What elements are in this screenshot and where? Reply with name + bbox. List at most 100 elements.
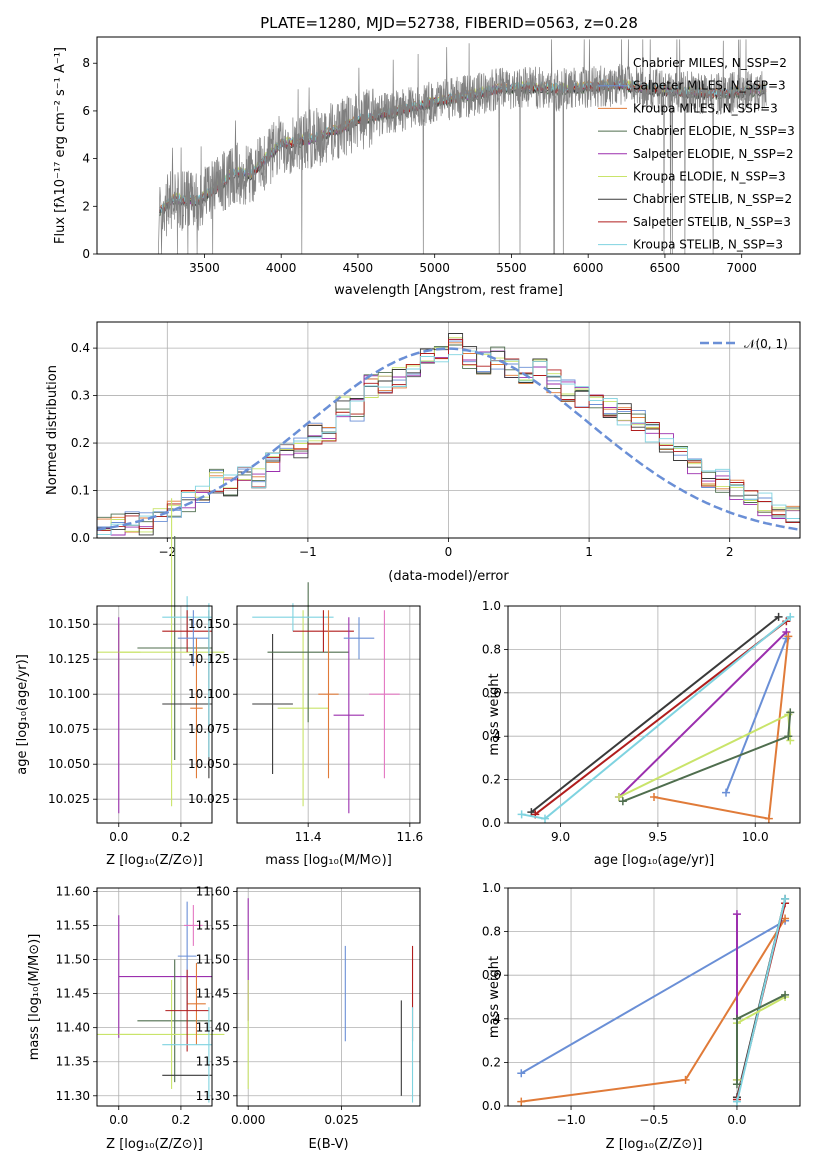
residuals-ytick-label: 0.4 <box>71 341 90 355</box>
massweight_vs_age-ylabel: mass weight <box>487 673 502 755</box>
spectrum-frame <box>96 36 801 255</box>
massweight_vs_Z-marker <box>681 1075 690 1084</box>
massweight_vs_Z-marker <box>732 1097 741 1106</box>
massweight_vs_age-marker <box>784 732 793 741</box>
age_vs_Z-xtick-label: 0.0 <box>109 830 128 844</box>
spectrum-xtick-label: 5000 <box>419 261 450 275</box>
mass_vs_ebv-xlabel: E(B-V) <box>308 1137 348 1152</box>
mass_vs_ebv-ytick-label: 11.55 <box>196 918 230 932</box>
age_vs_Z-xlabel: Z [log₁₀(Z/Z⊙)] <box>106 853 203 868</box>
massweight_vs_Z-ytick-label: 0.8 <box>482 925 501 939</box>
spectrum-legend-label: Kroupa ELODIE, N_SSP=3 <box>633 170 786 184</box>
age_vs_mass-ytick-label: 10.050 <box>188 757 230 771</box>
massweight_vs_Z-ytick-label: 0.4 <box>482 1012 501 1026</box>
massweight_vs_Z-xtick-label: −0.5 <box>639 1113 668 1127</box>
spectrum-ytick-label: 8 <box>82 56 90 70</box>
age_vs_Z-ytick-label: 10.050 <box>48 757 90 771</box>
massweight_vs_age-marker <box>614 792 623 801</box>
massweight_vs_age-marker <box>784 632 793 641</box>
mass_vs_Z-ytick-label: 11.60 <box>56 884 90 898</box>
age_vs_Z-ytick-label: 10.125 <box>48 652 90 666</box>
massweight_vs_age-frame <box>507 605 801 824</box>
massweight_vs_age-marker <box>786 736 795 745</box>
residuals-xtick-label: 0 <box>445 545 453 559</box>
massweight_vs_age-xtick-label: 9.5 <box>648 830 667 844</box>
massweight_vs_age-marker <box>722 788 731 797</box>
gaussian-legend-label: 𝒩(0, 1) <box>744 337 788 351</box>
massweight_vs_age-marker <box>517 810 526 819</box>
spectrum-xtick-label: 7000 <box>726 261 757 275</box>
massweight_vs_age-xlabel: age [log₁₀(age/yr)] <box>594 853 715 868</box>
massweight_vs_age-ytick-label: 0.2 <box>482 773 501 787</box>
massweight_vs_age-series-line <box>618 631 788 798</box>
mass_vs_ebv-ytick-label: 11.60 <box>196 884 230 898</box>
mass_vs_Z-ytick-label: 11.35 <box>56 1055 90 1069</box>
massweight_vs_age-ytick-label: 0.6 <box>482 686 501 700</box>
massweight_vs_age-series-line <box>725 638 788 793</box>
massweight_vs_age-xtick-label: 10.0 <box>742 830 769 844</box>
massweight_vs_Z-marker <box>732 910 741 919</box>
residuals-ytick-label: 0.0 <box>71 531 90 545</box>
massweight_vs_Z-ytick-label: 1.0 <box>482 881 501 895</box>
massweight_vs_Z-ytick-label: 0.0 <box>482 1099 501 1113</box>
massweight_vs_Z-xtick-label: 0.0 <box>727 1113 746 1127</box>
age_vs_mass-ytick-label: 10.150 <box>188 617 230 631</box>
massweight_vs_age-marker <box>618 797 627 806</box>
mass_vs_Z-ytick-label: 11.45 <box>56 987 90 1001</box>
massweight_vs_Z-marker <box>781 990 790 999</box>
mass_vs_Z-ytick-label: 11.40 <box>56 1021 90 1035</box>
massweight_vs_Z-frame <box>507 887 801 1107</box>
spectrum-legend-label: Chabrier ELODIE, N_SSP=3 <box>633 124 795 138</box>
age_vs_mass-frame <box>236 605 421 824</box>
massweight_vs_Z-xtick-label: −1.0 <box>556 1113 585 1127</box>
residuals-xtick-label: 1 <box>585 545 593 559</box>
mass_vs_Z-ytick-label: 11.30 <box>56 1089 90 1103</box>
massweight_vs_age-marker <box>786 612 795 621</box>
mass_vs_Z-ytick-label: 11.55 <box>56 918 90 932</box>
mass_vs_Z-xlabel: Z [log₁₀(Z/Z⊙)] <box>106 1137 203 1152</box>
age_vs_Z-xtick-label: 0.2 <box>171 830 190 844</box>
mass_vs_Z-xtick-label: 0.2 <box>171 1113 190 1127</box>
spectrum-ytick-label: 6 <box>82 104 90 118</box>
residuals-ytick-label: 0.2 <box>71 436 90 450</box>
spectrum-xtick-label: 5500 <box>496 261 527 275</box>
spectrum-ytick-label: 2 <box>82 199 90 213</box>
age_vs_mass-ytick-label: 10.125 <box>188 652 230 666</box>
age_vs_mass-xtick-label: 11.6 <box>396 830 423 844</box>
age_vs_Z-ytick-label: 10.025 <box>48 792 90 806</box>
massweight_vs_age-series-line <box>530 616 780 813</box>
spectrum-legend-label: Chabrier MILES, N_SSP=2 <box>633 56 787 70</box>
massweight_vs_Z-marker <box>781 894 790 903</box>
age_vs_mass-ytick-label: 10.075 <box>188 722 230 736</box>
residuals-histogram <box>97 350 800 536</box>
age_vs_mass-xtick-label: 11.4 <box>295 830 322 844</box>
massweight_vs_Z-ytick-label: 0.6 <box>482 968 501 982</box>
massweight_vs_age-ytick-label: 1.0 <box>482 599 501 613</box>
residuals-frame <box>96 321 801 539</box>
massweight_vs_Z-marker <box>732 1014 741 1023</box>
spectrum-ytick-label: 0 <box>82 247 90 261</box>
massweight_vs_Z-ylabel: mass weight <box>487 956 502 1038</box>
mass_vs_ebv-frame <box>236 887 421 1107</box>
spectrum-legend-label: Kroupa MILES, N_SSP=3 <box>633 101 778 115</box>
massweight_vs_age-marker <box>764 814 773 823</box>
mass_vs_ebv-xtick-label: 0.000 <box>231 1113 265 1127</box>
mass_vs_ebv-ytick-label: 11.50 <box>196 953 230 967</box>
mass_vs_Z-ytick-label: 11.50 <box>56 953 90 967</box>
spectrum-title: PLATE=1280, MJD=52738, FIBERID=0563, z=0… <box>260 14 638 32</box>
massweight_vs_age-ytick-label: 0.4 <box>482 729 501 743</box>
massweight_vs_age-marker <box>774 612 783 621</box>
spectrum-xlabel: wavelength [Angstrom, rest frame] <box>334 283 563 298</box>
spectrum-xtick-label: 4500 <box>343 261 374 275</box>
residuals-xlabel: (data-model)/error <box>388 569 509 584</box>
residuals-xtick-label: 2 <box>726 545 734 559</box>
spectrum-legend-label: Kroupa STELIB, N_SSP=3 <box>633 238 783 252</box>
massweight_vs_Z-marker <box>781 914 790 923</box>
spectrum-data-line <box>158 39 767 254</box>
massweight_vs_age-marker <box>650 792 658 801</box>
residuals-ytick-label: 0.1 <box>71 484 90 498</box>
spectrum-xtick-label: 4000 <box>266 261 297 275</box>
mass_vs_ebv-ytick-label: 11.40 <box>196 1021 230 1035</box>
massweight_vs_Z-ytick-label: 0.2 <box>482 1055 501 1069</box>
